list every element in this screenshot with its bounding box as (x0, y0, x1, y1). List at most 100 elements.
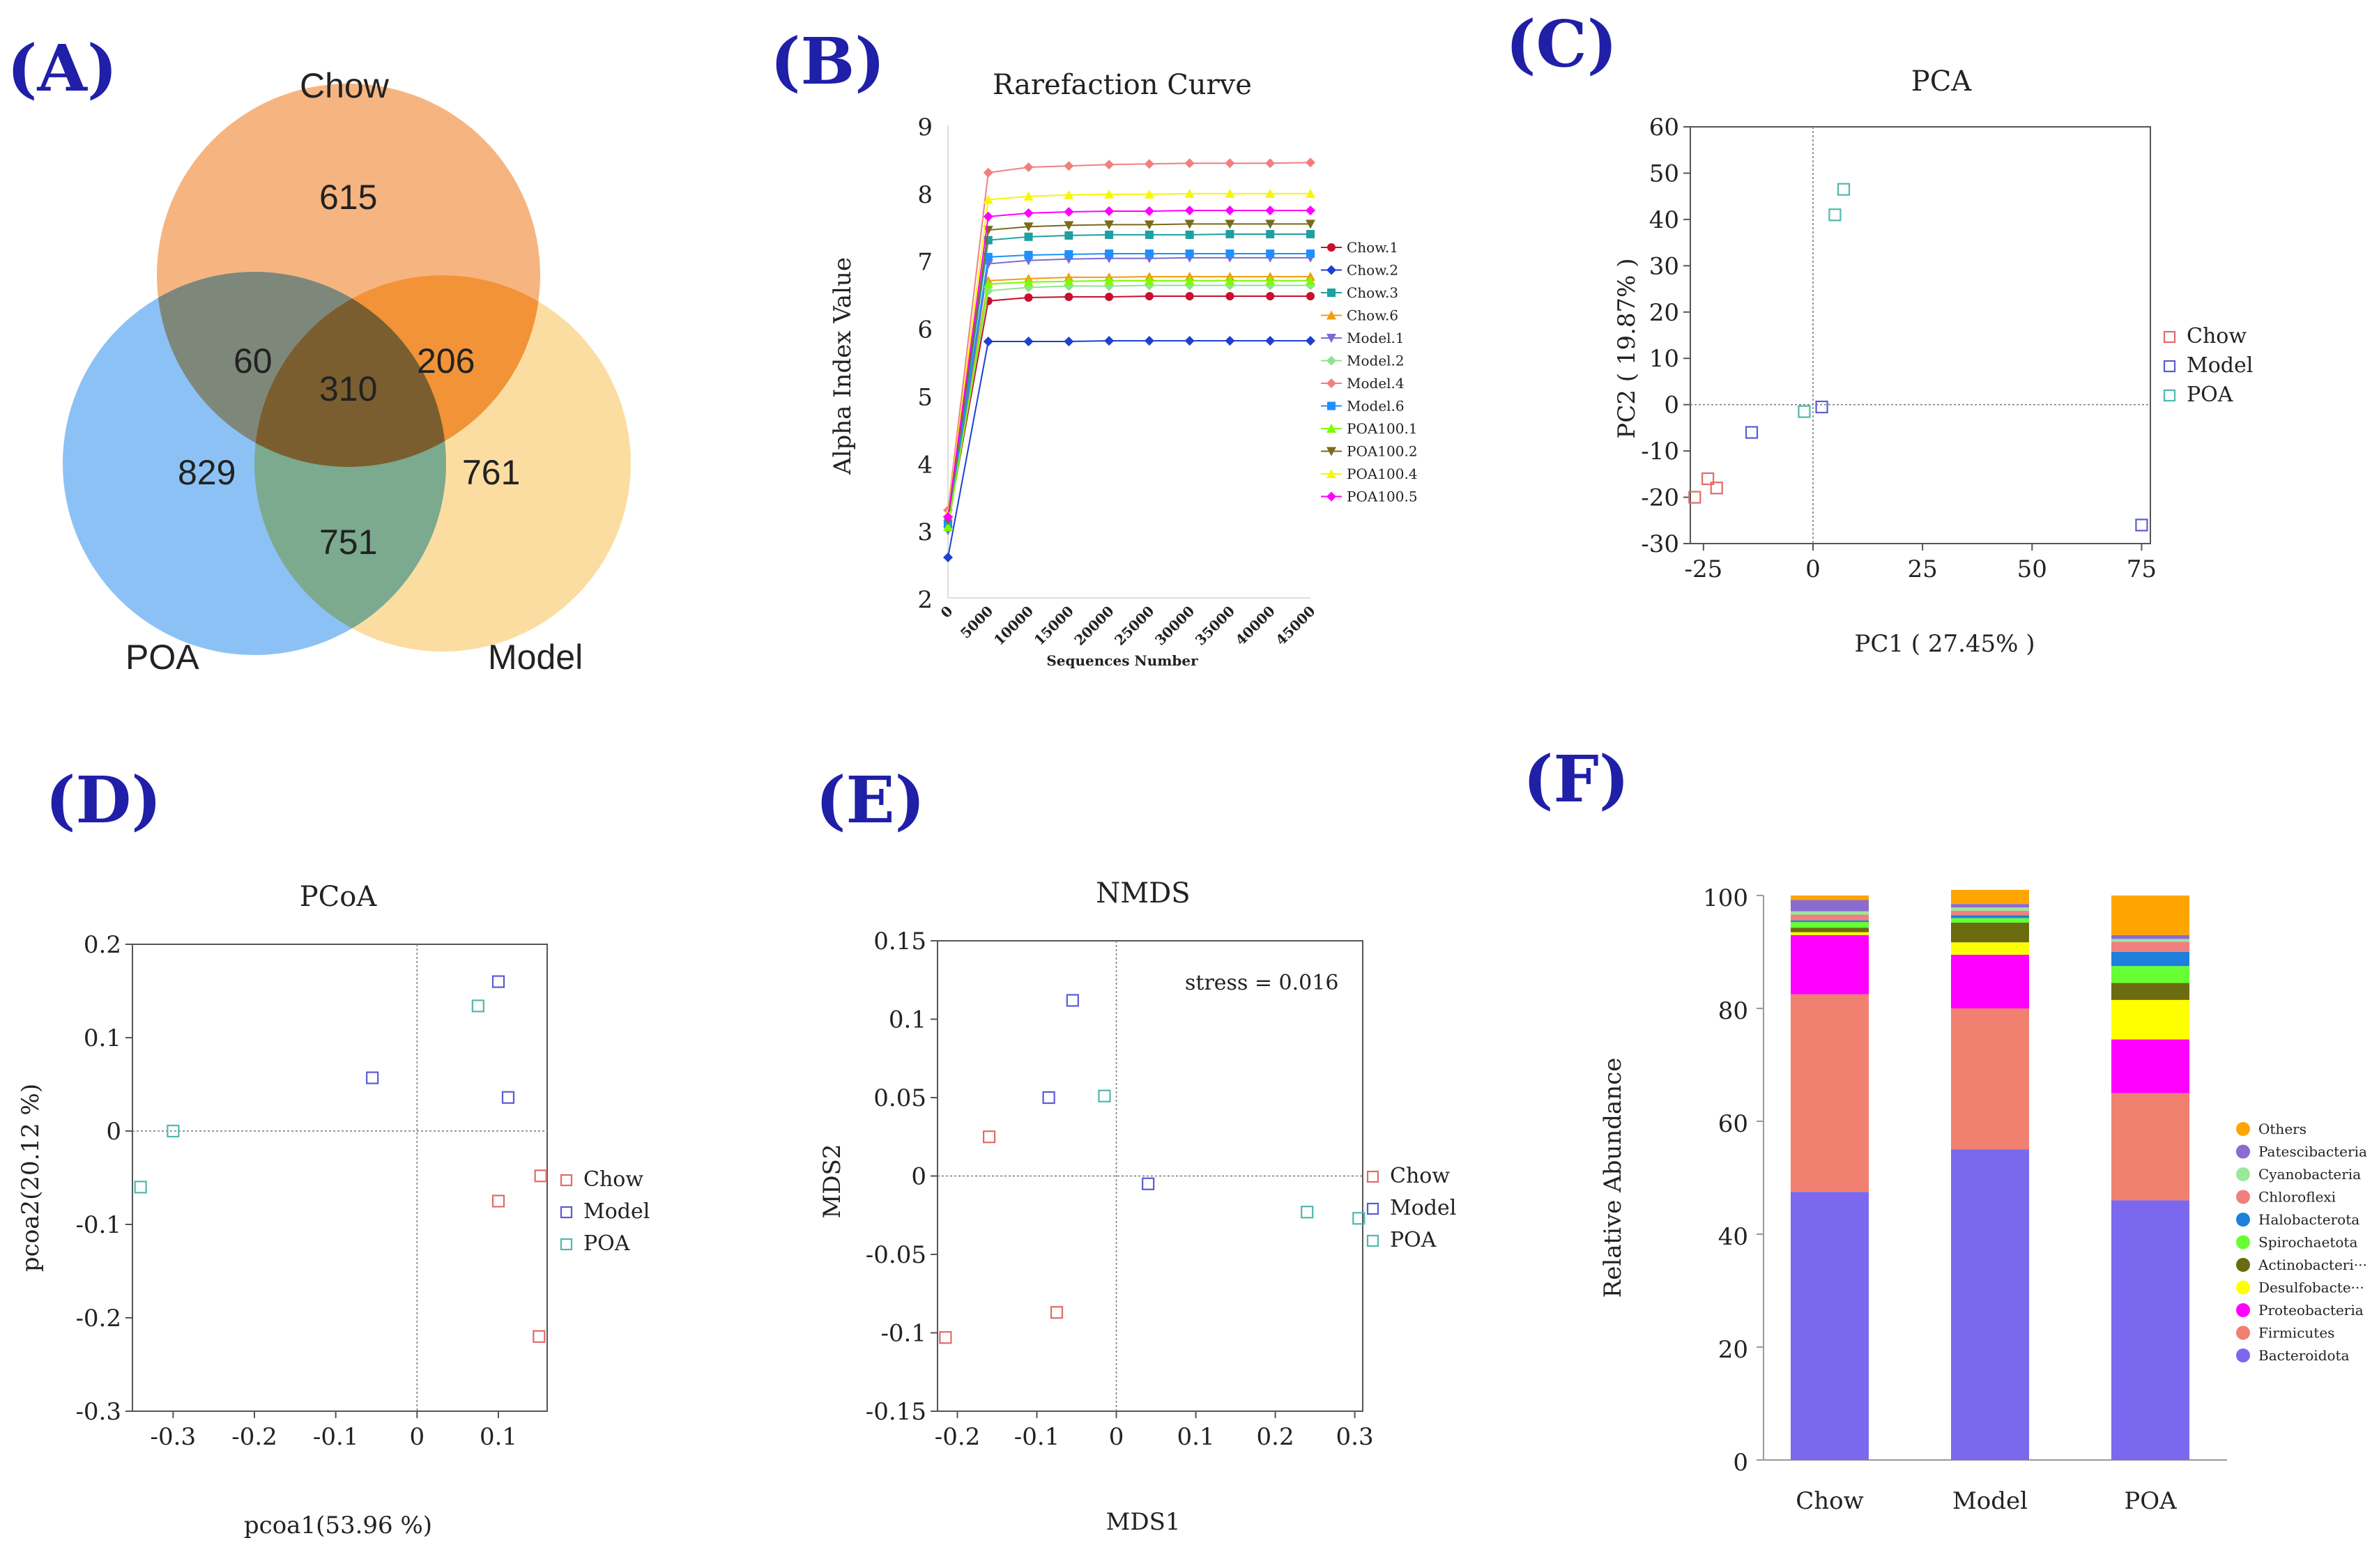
venn-count-chow-model: 206 (417, 341, 475, 381)
d-xtick-label: -0.1 (313, 1423, 359, 1451)
b-legend-marker-poa100-5 (1326, 491, 1336, 502)
b-xtick-label: 10000 (990, 603, 1036, 649)
venn-count-poa-model: 751 (319, 523, 377, 562)
b-series-point-poa100-1 (983, 279, 993, 289)
d-point-poa (134, 1181, 147, 1194)
f-legend-swatch (2236, 1122, 2250, 1136)
d-xtick-label: 0.1 (480, 1423, 517, 1451)
venn-overlap-all (254, 275, 446, 467)
c-legend-label-model: Model (2187, 353, 2253, 378)
b-series-point-model-1 (983, 259, 993, 269)
f-legend-swatch (2236, 1235, 2250, 1250)
f-legend-label: Firmicutes (2258, 1325, 2334, 1342)
b-xtick-label: 35000 (1192, 603, 1238, 649)
b-series-point-model-4 (1265, 158, 1276, 169)
c-legend-label-poa: POA (2187, 383, 2233, 407)
b-legend-label-model-1: Model.1 (1347, 330, 1405, 346)
b-legend-label-poa100-5: POA100.5 (1347, 489, 1418, 505)
f-bar-segment-model (1951, 1008, 2029, 1150)
b-xtick-label: 20000 (1071, 603, 1117, 649)
c-ytick-label: -20 (1641, 484, 1679, 512)
c-point-chow (1701, 472, 1715, 486)
b-series-point-chow-3 (1064, 231, 1073, 240)
rarefaction-chart: Rarefaction Curve Alpha Index Value Sequ… (829, 69, 1418, 669)
c-point-poa (1798, 405, 1811, 418)
b-series-point-poa100-1 (1265, 275, 1276, 285)
b-series-point-model-4 (1104, 160, 1115, 170)
b-ytick-label: 8 (917, 181, 933, 209)
b-series-point-poa100-1 (1064, 276, 1074, 286)
b-series-point-chow-2 (1144, 335, 1154, 346)
nmds-xlabel: MDS1 (1106, 1508, 1181, 1536)
f-category-label-poa: POA (2124, 1487, 2177, 1515)
f-ytick-label: 80 (1718, 997, 1748, 1025)
d-ytick-label: 0.1 (84, 1024, 121, 1052)
f-bar-segment-model (1951, 889, 2029, 905)
b-series-point-poa100-5 (1184, 206, 1195, 216)
b-series-point-chow-2 (1265, 335, 1276, 346)
b-series-point-poa100-4 (1104, 189, 1115, 199)
b-series-line-poa100-1 (947, 279, 1310, 528)
f-bar-segment-model (1951, 1149, 2029, 1460)
b-series-point-poa100-5 (1104, 206, 1115, 217)
f-legend-swatch (2236, 1325, 2250, 1340)
d-xtick-label: -0.2 (231, 1423, 277, 1451)
nmds-chart: NMDS MDS2 MDS1 stress = 0.016 -0.2 -0.1 0 0… (818, 877, 1456, 1536)
pcoa-title: PCoA (300, 881, 378, 913)
e-point-model (1142, 1177, 1155, 1190)
b-series-point-poa100-1 (1184, 275, 1195, 285)
f-category-label-chow: Chow (1796, 1487, 1863, 1515)
c-ytick-label: 40 (1649, 206, 1679, 234)
venn-overlap-poa-model (254, 275, 446, 652)
d-legend-label-poa: POA (583, 1231, 630, 1256)
b-series-point-model-6 (1185, 249, 1194, 259)
b-series-point-poa100-2 (1064, 221, 1074, 231)
d-ytick-label: 0.2 (84, 931, 121, 959)
rarefaction-title: Rarefaction Curve (993, 69, 1252, 101)
pca-chart: PCA PC2 ( 19.87% ) PC1 ( 27.45% ) -25 0 25… (1613, 66, 2253, 658)
f-bar-segment-poa (2111, 966, 2189, 983)
f-bar-segment-poa (2111, 1200, 2189, 1460)
panel-label-d: (D) (45, 762, 162, 838)
b-series-point-model-4 (983, 167, 993, 178)
panel-label-f: (F) (1523, 741, 1629, 817)
d-xtick-label: 0 (410, 1423, 425, 1451)
b-xtick-label: 0 (938, 603, 956, 622)
d-point-poa (471, 999, 484, 1013)
b-legend-label-chow-6: Chow.6 (1347, 307, 1398, 324)
b-legend-marker-poa100-2 (1326, 447, 1336, 456)
e-point-poa (1352, 1212, 1366, 1225)
e-xtick-label: -0.2 (935, 1423, 981, 1451)
f-bar-segment-poa (2111, 952, 2189, 967)
c-ytick-label: 30 (1649, 252, 1679, 280)
e-point-poa (1301, 1206, 1314, 1219)
f-bar-segment-chow (1791, 896, 1869, 900)
b-series-line-model-4 (947, 162, 1311, 511)
b-series-point-poa100-4 (1144, 189, 1154, 199)
f-bar-segment-chow (1791, 994, 1869, 1192)
e-legend-label-model: Model (1390, 1196, 1456, 1220)
rarefaction-ylabel: Alpha Index Value (829, 257, 857, 475)
f-bar-segment-poa (2111, 941, 2189, 952)
f-bar-segment-model (1951, 942, 2029, 955)
b-series-line-poa100-5 (947, 210, 1310, 517)
b-series-point-model-6 (1225, 249, 1234, 259)
e-ytick-label: 0.05 (873, 1084, 926, 1112)
b-series-point-poa100-2 (1104, 220, 1115, 230)
b-series-point-model-6 (1266, 249, 1275, 259)
d-ytick-label: -0.1 (75, 1211, 121, 1239)
venn-count-all: 310 (319, 369, 377, 408)
b-series-point-model-6 (1064, 249, 1073, 259)
f-bar-segment-model (1951, 922, 2029, 943)
b-series-point-model-6 (984, 252, 993, 261)
f-bar-segment-model (1951, 904, 2029, 908)
e-xtick-label: 0.1 (1177, 1423, 1215, 1451)
b-legend-label-poa100-4: POA100.4 (1347, 466, 1418, 482)
d-legend-label-model: Model (583, 1199, 650, 1224)
f-ytick-label: 60 (1718, 1110, 1748, 1138)
c-point-chow (1688, 491, 1701, 504)
panel-label-b: (B) (770, 24, 885, 99)
e-point-chow (983, 1130, 996, 1144)
e-legend-label-chow: Chow (1390, 1164, 1450, 1188)
e-ytick-label: 0.15 (873, 928, 926, 955)
